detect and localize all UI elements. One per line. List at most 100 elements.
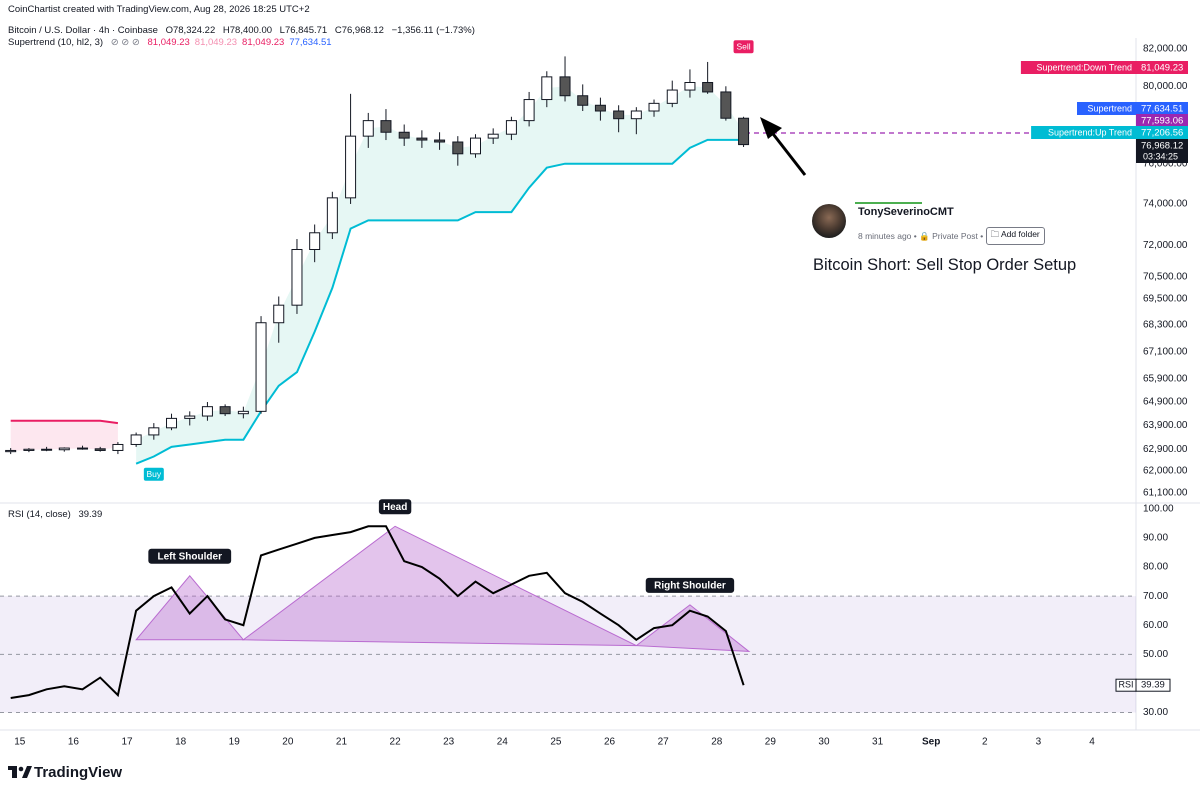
x-tick-label: 17 xyxy=(121,737,133,748)
pattern-label-box xyxy=(148,548,232,564)
tag-value: 77,634.51 xyxy=(1141,104,1183,115)
pattern-triangle xyxy=(634,604,751,653)
rsi-legend: RSI (14, close) 39.39 xyxy=(8,509,107,520)
x-tick-label: 30 xyxy=(818,737,830,748)
candle-body xyxy=(487,133,499,139)
candle-body xyxy=(184,415,196,419)
tag-label-box xyxy=(1020,61,1136,74)
tag-value-box xyxy=(1136,114,1188,127)
x-tick-label: 29 xyxy=(765,737,777,748)
y-tick-label: 74,000.00 xyxy=(1143,199,1188,210)
logo-icon xyxy=(8,766,32,778)
y-tick-label: 63,900.00 xyxy=(1143,420,1188,431)
candle-body xyxy=(541,76,553,101)
candle-body xyxy=(398,131,410,139)
candle-body xyxy=(237,410,249,415)
y-tick-label: 65,900.00 xyxy=(1143,374,1188,385)
y-tick-label: 68,300.00 xyxy=(1143,320,1188,331)
y-tick-label: 82,000.00 xyxy=(1143,44,1188,55)
candle-body xyxy=(416,137,428,141)
candle-body xyxy=(130,434,142,445)
candle-body xyxy=(77,447,89,450)
candle-body xyxy=(41,448,53,451)
tag-label-box xyxy=(1077,102,1136,115)
candle-body xyxy=(219,406,231,415)
supertrend-line xyxy=(10,419,119,425)
candle-body xyxy=(291,249,303,306)
y-tick-label: 64,900.00 xyxy=(1143,397,1188,408)
x-tick-label: 20 xyxy=(282,737,294,748)
arrow xyxy=(760,117,807,176)
indicator-value: 77,634.51 xyxy=(289,37,332,48)
candle-body xyxy=(58,447,70,451)
y-tick-label: 76,000.00 xyxy=(1143,158,1188,169)
signal-badge xyxy=(143,467,164,481)
x-tick-label: 15 xyxy=(14,737,26,748)
add-folder-button[interactable]: 🗀 Add folder xyxy=(985,227,1045,245)
candle-body xyxy=(613,110,625,120)
post-time: 8 minutes ago xyxy=(858,231,912,241)
y-tick-label: 69,500.00 xyxy=(1143,293,1188,304)
pattern-label: Right Shoulder xyxy=(654,580,726,591)
high: H78,400.00 xyxy=(222,25,273,36)
y-tick-label: 62,900.00 xyxy=(1143,444,1188,455)
rsi-value: 39.39 xyxy=(78,509,103,520)
tag-label: Supertrend xyxy=(1087,103,1132,113)
candle-body xyxy=(648,102,660,112)
candle-body xyxy=(469,137,481,155)
y-tick-label: 90.00 xyxy=(1143,533,1168,544)
low: L76,845.71 xyxy=(279,25,328,36)
post-privacy: Private Post xyxy=(932,231,978,241)
candle-body xyxy=(738,117,750,146)
y-tick-label: 61,100.00 xyxy=(1143,488,1188,499)
tag-value: 77,593.06 xyxy=(1141,116,1183,127)
y-tick-label: 100.00 xyxy=(1143,503,1174,514)
logo-text: TradingView xyxy=(34,764,122,781)
candle-body xyxy=(5,449,17,453)
credit-text: CoinChartist created with TradingView.co… xyxy=(8,4,310,15)
x-tick-label: 31 xyxy=(872,737,884,748)
y-tick-label: 80,000.00 xyxy=(1143,81,1188,92)
candle-body xyxy=(201,406,213,417)
post-meta: 8 minutes ago • 🔒 Private Post • 🗀 Add f… xyxy=(858,227,1045,245)
rsi-value-tag: 39.39 xyxy=(1141,680,1165,691)
candle-body xyxy=(326,197,338,234)
pattern-label-box xyxy=(645,577,735,593)
x-tick-label: 24 xyxy=(497,737,509,748)
signal-label: Buy xyxy=(146,469,161,479)
y-tick-label: 70,500.00 xyxy=(1143,272,1188,283)
tag-label: Supertrend:Up Trend xyxy=(1048,127,1132,137)
tag-label: Supertrend:Down Trend xyxy=(1036,62,1132,72)
x-tick-label: 4 xyxy=(1089,737,1095,748)
x-tick-label: 27 xyxy=(658,737,670,748)
y-tick-label: 62,000.00 xyxy=(1143,466,1188,477)
indicator-value: 81,049.23 xyxy=(242,37,285,48)
supertrend-line xyxy=(135,138,744,465)
candle-body xyxy=(702,82,714,93)
indicator-value: 81,049.23 xyxy=(194,37,238,48)
candle-body xyxy=(148,427,160,436)
candle-body xyxy=(594,104,606,112)
candle-body xyxy=(94,448,106,451)
candle-body xyxy=(166,417,178,429)
tag-value: 81,049.23 xyxy=(1141,63,1183,74)
y-tick-label: 50.00 xyxy=(1143,649,1168,660)
y-tick-label: 80.00 xyxy=(1143,562,1168,573)
author-underline xyxy=(855,202,922,204)
tag-value-box xyxy=(1136,126,1188,139)
candle-body xyxy=(630,110,642,120)
signal-label: Sell xyxy=(736,41,750,51)
visibility-icons: ⊘ ⊘ ⊘ xyxy=(110,37,140,48)
tag-countdown: 03:34:25 xyxy=(1143,151,1178,161)
candle-body xyxy=(559,76,571,97)
x-tick-label: 18 xyxy=(175,737,187,748)
candle-body xyxy=(112,443,124,451)
pattern-triangle xyxy=(241,525,637,647)
candle-body xyxy=(523,99,535,122)
tag-value-box xyxy=(1136,102,1188,115)
candle-body xyxy=(434,139,446,143)
headline: Bitcoin Short: Sell Stop Order Setup xyxy=(813,256,1077,274)
symbol: Bitcoin / U.S. Dollar · 4h · Coinbase xyxy=(8,25,158,36)
indicator-value: 81,049.23 xyxy=(147,37,190,48)
